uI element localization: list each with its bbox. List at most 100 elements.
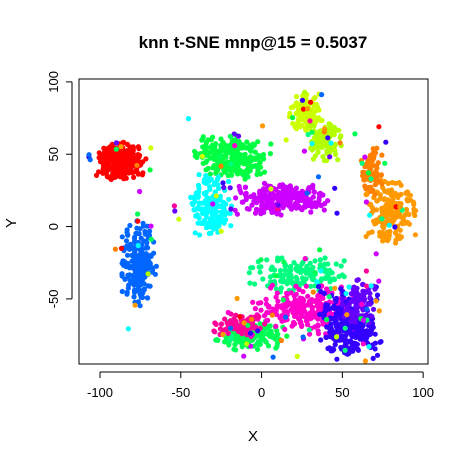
data-point <box>145 295 151 301</box>
data-point <box>376 124 382 130</box>
data-point <box>134 162 140 168</box>
data-point <box>305 131 311 138</box>
data-point <box>351 291 357 297</box>
data-point <box>321 129 327 135</box>
data-point <box>385 180 391 186</box>
data-point <box>228 206 234 212</box>
data-point <box>274 290 280 296</box>
data-point <box>86 152 92 158</box>
data-point <box>203 173 209 179</box>
data-point <box>299 188 305 194</box>
data-point <box>370 355 376 361</box>
data-point <box>284 281 290 287</box>
data-point <box>302 256 308 262</box>
data-point <box>298 312 304 318</box>
data-point <box>301 203 307 209</box>
data-point <box>360 341 366 347</box>
data-point <box>370 146 376 152</box>
data-point <box>392 224 398 230</box>
data-point <box>258 199 265 205</box>
data-point <box>200 144 206 150</box>
data-point <box>140 280 146 287</box>
data-point <box>312 298 318 304</box>
data-point <box>278 337 284 344</box>
data-point <box>318 337 324 343</box>
data-point <box>248 148 254 154</box>
data-point <box>239 344 245 350</box>
data-point <box>280 205 286 211</box>
data-point <box>240 199 246 205</box>
x-axis-label: X <box>248 428 258 445</box>
data-point <box>381 237 387 243</box>
data-point <box>309 305 315 311</box>
data-point <box>331 277 337 283</box>
data-point <box>237 334 243 341</box>
data-point <box>217 193 223 199</box>
data-point <box>363 191 369 198</box>
data-point <box>96 150 102 156</box>
data-point <box>208 144 214 151</box>
data-point <box>120 140 126 146</box>
data-point <box>360 317 367 323</box>
data-point <box>274 328 280 334</box>
data-point <box>284 290 290 296</box>
data-point <box>242 161 248 167</box>
data-point <box>211 156 218 163</box>
data-point <box>281 200 287 206</box>
data-point <box>322 201 328 207</box>
data-point <box>321 310 327 316</box>
data-point <box>125 167 131 173</box>
data-point <box>203 225 210 231</box>
data-point <box>403 206 410 213</box>
data-point <box>131 259 137 266</box>
data-point <box>104 166 110 172</box>
data-point <box>374 352 381 358</box>
data-point <box>242 144 248 150</box>
data-point <box>124 252 131 258</box>
data-point <box>268 328 274 334</box>
data-point <box>247 280 253 286</box>
data-point <box>268 141 274 147</box>
data-point <box>228 336 234 343</box>
data-point <box>306 327 312 333</box>
data-point <box>350 285 356 291</box>
data-point <box>246 206 252 212</box>
data-point <box>305 106 311 112</box>
data-point <box>305 301 312 307</box>
data-point <box>218 142 224 148</box>
data-point <box>215 174 221 180</box>
data-point <box>254 341 260 347</box>
data-point <box>143 251 149 257</box>
data-point <box>137 226 143 232</box>
data-point <box>247 154 254 160</box>
data-point <box>316 283 322 290</box>
data-point <box>233 318 239 324</box>
data-point <box>310 289 316 295</box>
data-point <box>319 117 325 123</box>
data-point <box>235 171 241 177</box>
data-point <box>295 107 301 114</box>
data-point <box>303 318 310 324</box>
data-point <box>276 191 282 198</box>
data-point <box>197 232 203 238</box>
data-point <box>288 196 294 202</box>
y-tick-label: -50 <box>46 290 61 309</box>
data-point <box>317 257 323 263</box>
data-point <box>201 208 207 214</box>
data-point <box>135 218 141 224</box>
data-point <box>318 288 324 295</box>
data-point <box>143 245 149 251</box>
data-point <box>257 154 263 160</box>
data-point <box>107 144 113 150</box>
data-point <box>298 305 304 311</box>
data-point <box>326 306 332 312</box>
data-point <box>130 273 136 279</box>
x-tick-label: 50 <box>335 385 349 400</box>
data-point <box>310 277 316 283</box>
data-point <box>226 196 232 202</box>
data-point <box>196 172 202 178</box>
data-point <box>242 184 248 190</box>
data-point <box>385 202 392 208</box>
data-point <box>315 328 321 334</box>
data-point <box>310 185 316 191</box>
